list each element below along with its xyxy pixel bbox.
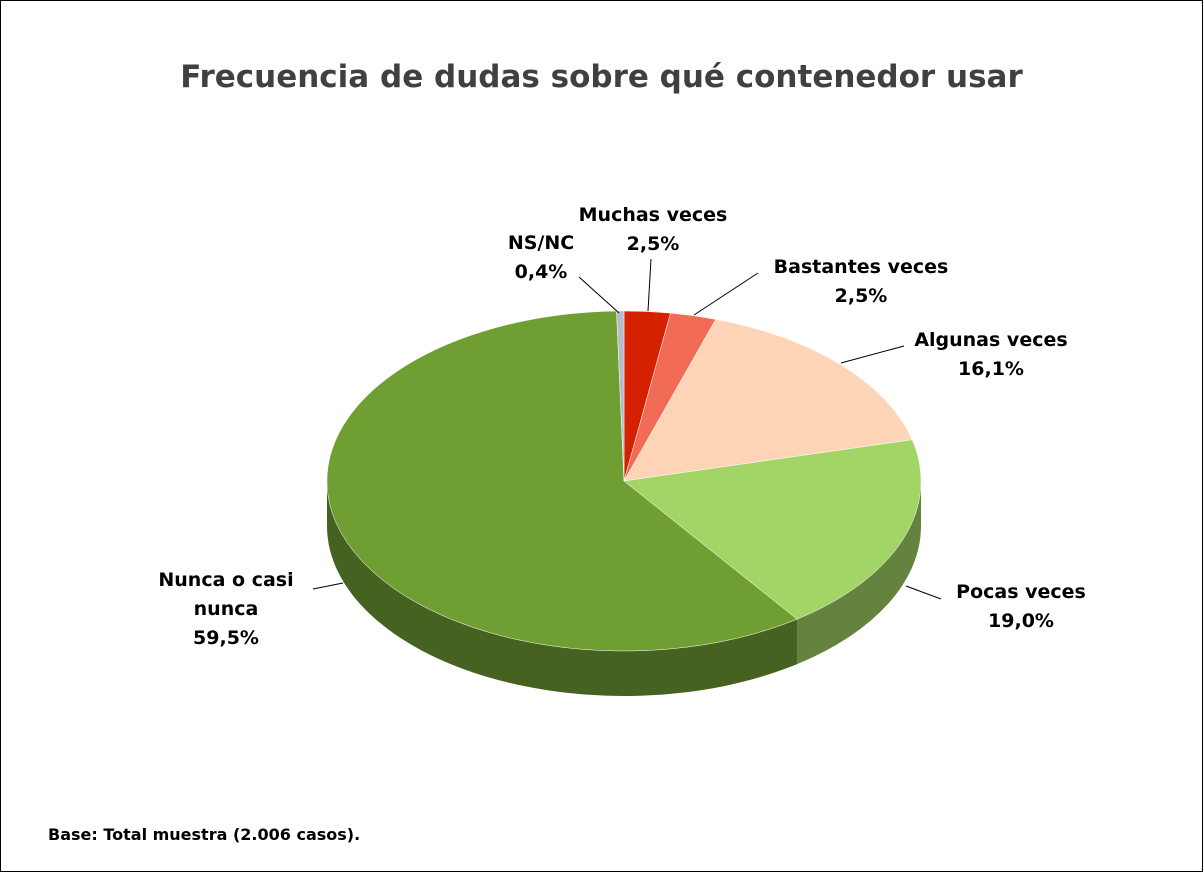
data-label: Nunca o casi nunca 59,5% bbox=[151, 566, 301, 653]
leader-line bbox=[840, 345, 905, 364]
label-category: Algunas veces bbox=[914, 329, 1068, 351]
slice bbox=[326, 310, 798, 652]
label-category: NS/NC bbox=[507, 232, 575, 254]
label-value: 2,5% bbox=[626, 233, 680, 255]
label-value: 0,4% bbox=[514, 261, 568, 283]
label-value: 2,5% bbox=[834, 285, 888, 307]
data-label: Bastantes veces 2,5% bbox=[751, 253, 971, 311]
label-category: Bastantes veces bbox=[773, 256, 949, 278]
leader-line bbox=[312, 582, 344, 590]
slice bbox=[623, 319, 913, 482]
label-value: 16,1% bbox=[958, 358, 1024, 380]
data-label: Muchas veces 2,5% bbox=[553, 201, 753, 259]
footnote: Base: Total muestra (2.006 casos). bbox=[48, 825, 361, 844]
chart-title: Frecuencia de dudas sobre qué contenedor… bbox=[180, 59, 1023, 95]
leader-line bbox=[578, 276, 620, 314]
leader-line bbox=[693, 272, 759, 316]
label-value: 59,5% bbox=[193, 627, 259, 649]
leader-line bbox=[905, 585, 942, 600]
leader-line bbox=[647, 258, 652, 312]
label-category: Muchas veces bbox=[578, 204, 728, 226]
label-value: 19,0% bbox=[988, 610, 1054, 632]
data-label: NS/NC 0,4% bbox=[491, 229, 591, 287]
slice-side bbox=[797, 481, 922, 665]
label-category: Nunca o casi nunca bbox=[158, 569, 294, 620]
label-category: Pocas veces bbox=[956, 581, 1086, 603]
data-label: Pocas veces 19,0% bbox=[921, 578, 1121, 636]
slice-side bbox=[327, 481, 798, 697]
slice bbox=[623, 439, 922, 620]
data-label: Algunas veces 16,1% bbox=[891, 326, 1091, 384]
